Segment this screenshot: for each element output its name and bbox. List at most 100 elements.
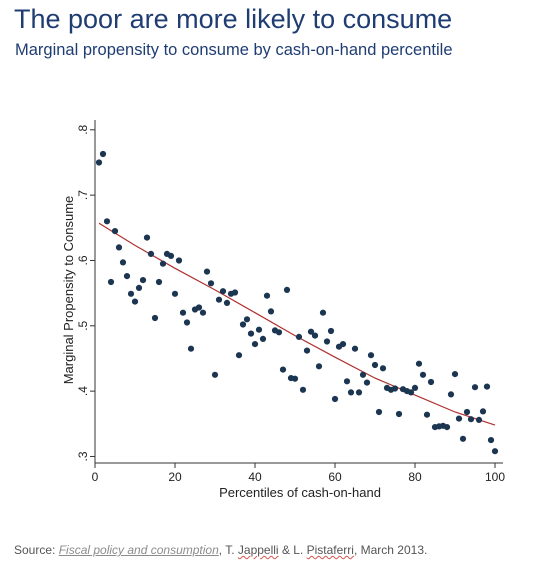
data-point [359,371,367,378]
chart-axes: 0 20 40 60 80 100 .3 .4 .5 .6 .7 .8 [76,120,505,484]
data-point [303,347,311,354]
x-tick-label: 40 [248,470,262,484]
data-point [423,411,431,418]
data-point [295,333,303,340]
data-point [367,352,375,359]
data-point [319,309,327,316]
data-point [99,150,107,158]
data-point [379,365,387,372]
data-point [119,259,127,266]
data-point [395,410,403,418]
data-point [479,408,487,415]
source-author2: Pistaferri [306,543,354,557]
data-point [151,314,159,322]
data-point [183,319,191,326]
chart-subtitle: Marginal propensity to consume by cash-o… [15,41,453,59]
data-point [323,338,331,345]
source-link[interactable]: Fiscal policy and consumption [58,543,219,557]
data-point [447,391,455,398]
x-tick-label: 100 [485,470,505,484]
data-point [135,284,143,291]
data-point [239,321,247,328]
data-point [263,292,271,299]
data-point [207,280,215,287]
data-point [195,304,203,311]
data-point [111,228,119,235]
data-point [171,290,179,297]
data-point [255,326,263,333]
data-point [311,332,319,339]
x-tick-label: 80 [408,470,422,484]
data-point [219,288,227,295]
data-point [487,437,495,444]
x-axis-label: Percentiles of cash-on-hand [219,485,381,500]
data-point [331,395,339,403]
x-tick-label: 20 [168,470,182,484]
chart-title: The poor are more likely to consume [14,4,453,34]
data-point [351,345,359,352]
data-point [355,389,363,396]
data-point [299,386,307,393]
y-axis-label: Marginal Propensity to Consume [61,196,76,385]
data-point [327,327,335,335]
data-point [463,408,471,416]
y-tick-label: .6 [76,255,90,265]
data-point [443,424,451,431]
data-point [251,341,259,348]
x-tick-label: 0 [92,470,99,484]
data-point [283,286,291,293]
data-point [363,379,371,386]
data-point [415,360,423,367]
source-between: & L. [278,543,307,557]
data-point [427,378,435,386]
data-point [159,260,167,267]
y-tick-label: .3 [76,451,90,461]
data-point [127,290,135,297]
data-point [275,329,283,336]
source-note: Source: Fiscal policy and consumption, T… [14,543,427,557]
data-point [95,159,103,166]
y-tick-label: .8 [76,124,90,134]
data-point [267,308,275,315]
data-point [203,268,211,275]
data-point [455,415,463,422]
data-point [347,389,355,396]
data-point [139,277,147,284]
data-point [279,366,287,373]
data-point [103,218,111,225]
data-point [375,408,383,416]
data-point [419,371,427,378]
data-point [143,234,151,241]
data-point [291,375,299,382]
data-point [483,383,491,390]
data-point [391,385,399,392]
data-point [235,352,243,359]
data-point [155,278,163,286]
y-tick-label: .5 [76,320,90,330]
data-point [199,309,207,316]
y-tick-label: .4 [76,386,90,396]
source-prefix: Source: [14,543,59,557]
data-point [315,363,323,370]
data-point [475,416,483,423]
data-point [307,328,315,335]
data-point [411,384,419,391]
data-point [179,309,187,316]
data-points-group [95,150,499,455]
data-point [243,316,251,323]
data-point [471,384,479,391]
x-tick-label: 60 [328,470,342,484]
fit-curve-group [98,222,496,426]
data-point [407,389,415,396]
data-point [451,371,459,378]
source-suffix: , March 2013. [353,543,428,557]
source-author1: Jappelli [237,543,279,557]
data-point [211,371,219,378]
data-point [167,252,175,259]
data-point [175,257,183,264]
data-point [371,361,379,369]
data-point [491,448,499,455]
fit-curve [98,222,496,426]
data-point [187,345,195,352]
data-point [131,298,139,305]
